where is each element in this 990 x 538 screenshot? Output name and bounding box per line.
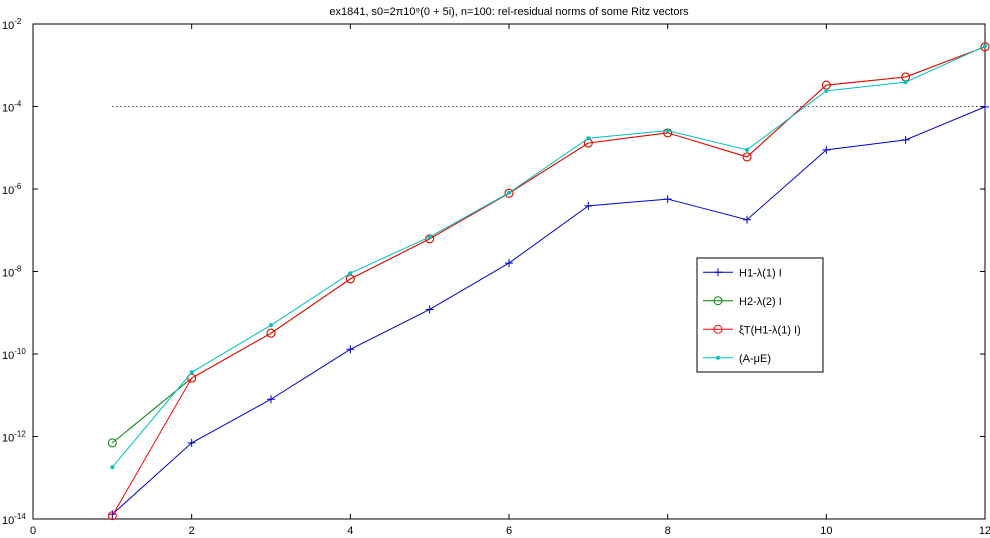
marker — [505, 259, 513, 268]
legend-marker — [713, 324, 723, 334]
marker — [110, 465, 115, 470]
marker — [425, 305, 434, 314]
marker — [346, 345, 355, 354]
marker — [983, 44, 987, 49]
marker — [348, 271, 353, 276]
x-tick-label: 6 — [506, 525, 512, 537]
chart-title: ex1841, s0=2π10⁹(0 + 5i), n=100: rel-res… — [329, 6, 689, 18]
y-tick-label: 10-2 — [2, 17, 22, 32]
y-tick-label: 10-12 — [2, 430, 26, 445]
marker — [822, 145, 831, 154]
legend — [696, 257, 824, 373]
marker — [663, 195, 672, 204]
legend-label: (A-μE) — [739, 353, 771, 365]
legend-label: ξT(H1-λ(1) I) — [739, 324, 801, 336]
series-line — [111, 45, 986, 468]
y-tick-label: 10-4 — [2, 100, 22, 115]
marker — [504, 188, 514, 198]
marker — [507, 190, 511, 195]
x-tick-label: 0 — [30, 525, 36, 537]
marker — [267, 395, 275, 404]
series-line — [111, 46, 986, 516]
x-tick-label: 8 — [665, 525, 671, 537]
x-tick-label: 12 — [979, 525, 990, 537]
marker — [189, 370, 194, 375]
y-tick-label: 10-10 — [2, 347, 26, 362]
marker — [266, 328, 276, 338]
y-tick-label: 10-6 — [2, 182, 22, 197]
marker — [901, 135, 910, 144]
marker — [980, 42, 990, 52]
marker — [824, 88, 829, 93]
marker — [269, 323, 273, 328]
series-line — [111, 106, 986, 515]
legend-marker — [714, 268, 722, 277]
marker — [586, 136, 591, 141]
y-tick-label: 10-14 — [2, 512, 26, 527]
marker — [107, 511, 117, 521]
x-tick-label: 2 — [189, 525, 195, 537]
plot-area — [32, 23, 986, 520]
marker — [427, 234, 432, 239]
legend-label: H1-λ(1) I — [739, 267, 782, 279]
marker — [107, 438, 117, 448]
legend-marker — [713, 324, 723, 334]
legend-marker — [713, 296, 723, 306]
marker — [742, 152, 752, 162]
x-tick-label: 4 — [347, 525, 353, 537]
legend-label: H2-λ(2) I — [739, 296, 782, 308]
x-tick-label: 10 — [820, 525, 832, 537]
marker — [665, 128, 670, 133]
legend-marker — [716, 355, 720, 360]
legend-marker — [713, 296, 723, 306]
marker — [981, 102, 989, 111]
marker — [743, 215, 751, 224]
y-tick-label: 10-8 — [2, 265, 22, 280]
marker — [903, 80, 908, 85]
marker — [745, 147, 749, 152]
marker — [584, 201, 593, 210]
legend-marker — [714, 268, 722, 277]
legend-marker — [716, 355, 720, 360]
marker — [187, 438, 196, 447]
